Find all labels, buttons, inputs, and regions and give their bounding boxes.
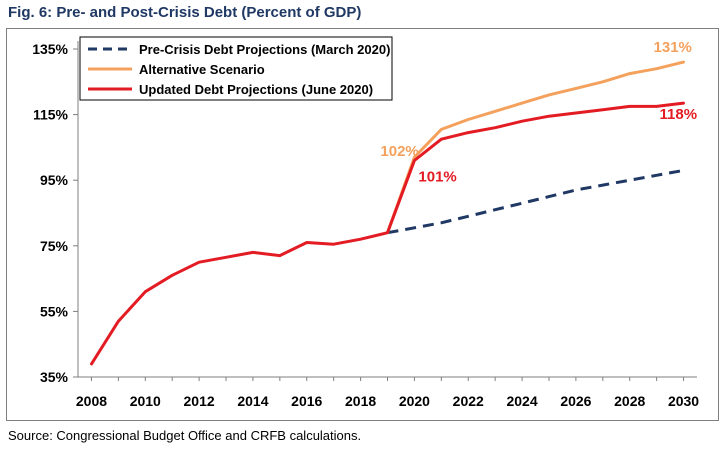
x-tick-label: 2018: [345, 393, 376, 409]
series-line-0: [387, 168, 684, 235]
x-tick-label: 2008: [76, 393, 107, 409]
axes: 35% 55% 75% 95% 115% 135% 2008 2010 2012 2014 2016…: [32, 41, 699, 409]
y-tick-label: 115%: [33, 107, 69, 123]
legend-label: Updated Debt Projections (June 2020): [139, 82, 373, 97]
data-labels: 102%101% 131% 118%: [380, 39, 697, 185]
y-tick-label: 75%: [40, 238, 69, 254]
data-label: 101%: [418, 169, 456, 186]
chart-title: Fig. 6: Pre- and Post-Crisis Debt (Perce…: [8, 4, 362, 21]
series-line-2: [90, 101, 685, 366]
series-lines: [90, 60, 685, 366]
y-tick-label: 55%: [40, 303, 69, 319]
legend: Pre-Crisis Debt Projections (March 2020)…: [79, 36, 393, 101]
x-tick-label: 2028: [614, 393, 645, 409]
legend-label: Alternative Scenario: [139, 62, 265, 77]
series-line-1: [386, 60, 685, 235]
chart-frame: [6, 28, 719, 421]
y-tick-label: 35%: [40, 369, 69, 385]
x-tick-label: 2010: [130, 393, 161, 409]
x-tick-label: 2014: [237, 393, 268, 409]
x-tick-label: 2020: [399, 393, 430, 409]
y-tick-label: 95%: [40, 172, 69, 188]
y-tick-label: 135%: [32, 41, 68, 57]
data-label: 102%: [380, 143, 418, 160]
data-label: 131%: [654, 39, 692, 56]
x-tick-label: 2016: [291, 393, 322, 409]
line-chart: 35% 55% 75% 95% 115% 135% 2008 2010 2012 2014 2016…: [32, 36, 699, 409]
x-tick-label: 2026: [560, 393, 591, 409]
data-label: 118%: [660, 106, 698, 123]
x-tick-label: 2012: [184, 393, 215, 409]
source-note: Source: Congressional Budget Office and …: [8, 428, 362, 443]
x-tick-label: 2022: [453, 393, 484, 409]
x-tick-label: 2024: [506, 393, 537, 409]
legend-label: Pre-Crisis Debt Projections (March 2020): [139, 42, 390, 57]
x-tick-label: 2030: [668, 393, 699, 409]
